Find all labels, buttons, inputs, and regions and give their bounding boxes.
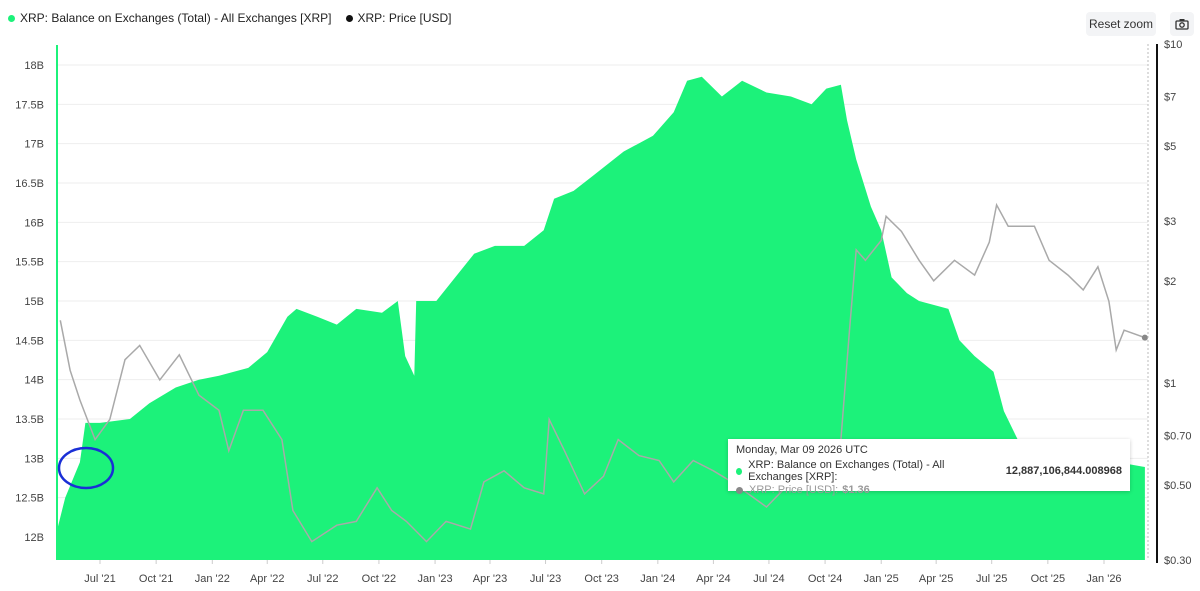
y-right-tick-label: $0.30 xyxy=(1164,555,1192,567)
y-left-tick-label: 14.5B xyxy=(15,335,44,347)
y-right-tick-label: $0.70 xyxy=(1164,430,1192,442)
y-left-tick-label: 13.5B xyxy=(15,414,44,426)
x-tick-label: Oct '24 xyxy=(808,573,843,585)
legend-dot-icon xyxy=(345,14,353,22)
x-tick-label: Oct '21 xyxy=(139,573,174,585)
y-left-tick-label: 12B xyxy=(24,532,44,544)
y-right-tick-label: $5 xyxy=(1164,141,1176,153)
legend-label: XRP: Price [USD] xyxy=(357,11,452,25)
camera-icon xyxy=(1175,19,1189,30)
x-tick-label: Jul '23 xyxy=(530,573,561,585)
y-right-tick-label: $0.50 xyxy=(1164,480,1192,492)
x-tick-label: Apr '22 xyxy=(250,573,285,585)
x-tick-label: Apr '23 xyxy=(473,573,508,585)
y-right-tick-label: $10 xyxy=(1164,39,1182,51)
y-left-tick-label: 13B xyxy=(24,453,44,465)
x-tick-label: Jul '25 xyxy=(976,573,1007,585)
tooltip: Monday, Mar 09 2026 UTC XRP: Balance on … xyxy=(728,439,1130,496)
y-left-tick-label: 16.5B xyxy=(15,178,44,190)
x-tick-label: Jan '23 xyxy=(418,573,453,585)
tooltip-row-balance: XRP: Balance on Exchanges (Total) - All … xyxy=(736,459,1122,483)
y-right-tick-label: $1 xyxy=(1164,378,1176,390)
legend: XRP: Balance on Exchanges (Total) - All … xyxy=(8,11,452,25)
legend-item-price[interactable]: XRP: Price [USD] xyxy=(345,11,452,25)
tooltip-price-value: $1.36 xyxy=(842,484,870,496)
tooltip-balance-label: XRP: Balance on Exchanges (Total) - All … xyxy=(748,459,945,483)
y-left-tick-label: 14B xyxy=(24,375,44,387)
camera-button[interactable] xyxy=(1170,12,1194,36)
legend-label: XRP: Balance on Exchanges (Total) - All … xyxy=(20,11,332,25)
x-tick-label: Jul '24 xyxy=(753,573,784,585)
y-left-tick-label: 17.5B xyxy=(15,99,44,111)
tooltip-price-label: XRP: Price [USD]: xyxy=(749,484,839,496)
y-left-tick-label: 15B xyxy=(24,296,44,308)
x-tick-label: Jul '22 xyxy=(307,573,338,585)
series-dot-icon xyxy=(736,486,743,494)
legend-item-balance[interactable]: XRP: Balance on Exchanges (Total) - All … xyxy=(8,11,332,25)
x-tick-label: Jan '24 xyxy=(640,573,675,585)
price-line xyxy=(59,202,1146,543)
y-right-tick-label: $3 xyxy=(1164,216,1176,228)
x-tick-label: Oct '22 xyxy=(362,573,397,585)
tooltip-row-price: XRP: Price [USD]: $1.36 xyxy=(736,484,1122,496)
price-hover-point xyxy=(1141,334,1148,341)
reset-zoom-button[interactable]: Reset zoom xyxy=(1086,12,1156,36)
y-right-tick-label: $2 xyxy=(1164,276,1176,288)
y-left-tick-label: 16B xyxy=(24,217,44,229)
legend-dot-icon xyxy=(8,14,15,22)
x-tick-label: Jan '26 xyxy=(1086,573,1121,585)
series-dot-icon xyxy=(736,467,743,475)
x-tick-label: Apr '25 xyxy=(919,573,954,585)
tooltip-date: Monday, Mar 09 2026 UTC xyxy=(736,444,868,456)
y-left-tick-label: 17B xyxy=(24,139,44,151)
x-tick-label: Jan '25 xyxy=(864,573,899,585)
y-left-tick-label: 12.5B xyxy=(15,493,44,505)
y-left-tick-label: 18B xyxy=(24,60,44,72)
x-tick-label: Jul '21 xyxy=(84,573,115,585)
y-left-tick-label: 15.5B xyxy=(15,257,44,269)
x-tick-label: Oct '23 xyxy=(584,573,619,585)
x-tick-label: Apr '24 xyxy=(696,573,731,585)
y-right-tick-label: $7 xyxy=(1164,91,1176,103)
tooltip-balance-value: 12,887,106,844.008968 xyxy=(1005,465,1122,477)
x-tick-label: Jan '22 xyxy=(195,573,230,585)
x-tick-label: Oct '25 xyxy=(1031,573,1066,585)
annotation-circle xyxy=(57,446,115,490)
